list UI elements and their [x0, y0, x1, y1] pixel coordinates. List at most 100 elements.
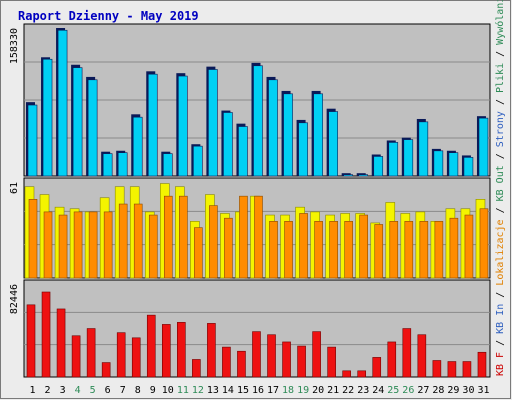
- x-tick-label: 25: [387, 385, 399, 396]
- bottom-series-1-bar: [417, 334, 427, 378]
- middle-series-2-bar: [359, 214, 369, 279]
- legend-part: /: [495, 286, 506, 304]
- bottom-series-1-bar: [207, 323, 216, 378]
- bottom-series-1-bar: [402, 328, 412, 378]
- middle-series-2-bar: [224, 217, 233, 279]
- legend-part: Pliki: [495, 63, 506, 93]
- x-tick-label: 2: [45, 385, 51, 396]
- right-legend: KB F / KB In / Lokalizacje / KB Out / St…: [494, 0, 506, 376]
- x-tick-label: 18: [282, 385, 294, 396]
- middle-series-2-bar: [179, 195, 188, 279]
- bottom-series-1-bar: [267, 334, 276, 378]
- middle-series-2-bar: [28, 199, 38, 279]
- bottom-series-1-bar: [101, 362, 111, 378]
- panel-top: 158330: [9, 23, 491, 177]
- x-tick-label: 28: [432, 385, 444, 396]
- x-tick-label: 27: [417, 385, 429, 396]
- top-series-2-bar: [463, 157, 474, 177]
- bottom-series-1-bar: [312, 331, 321, 378]
- x-tick-label: 30: [462, 385, 474, 396]
- x-tick-label: 10: [162, 385, 174, 396]
- bottom-series-1-bar: [387, 341, 397, 378]
- panel-middle-max-label: 61: [9, 182, 20, 194]
- top-series-2-bar: [178, 75, 188, 177]
- middle-series-2-bar: [299, 213, 308, 279]
- top-series-2-bar: [433, 150, 444, 177]
- x-tick-label: 7: [120, 385, 126, 396]
- chart-title: Raport Dzienny - May 2019: [18, 9, 199, 23]
- bottom-series-1-bar: [116, 332, 126, 378]
- top-series-2-bar: [117, 152, 128, 177]
- middle-series-2-bar: [434, 221, 444, 279]
- middle-series-2-bar: [344, 221, 353, 279]
- x-axis-labels: 1 2 3 4 5 6 7 8 9 10 11 12 13 14 15 16 17 18 19 20 21 22 23 24 2…: [30, 385, 490, 396]
- top-series-2-bar: [343, 174, 353, 177]
- bottom-series-1-bar: [432, 360, 442, 378]
- panel-top-max-label: 158330: [9, 28, 20, 64]
- bottom-series-1-bar: [222, 346, 231, 378]
- x-tick-label: 19: [297, 385, 309, 396]
- bottom-series-1-bar: [56, 308, 66, 378]
- legend-part: KB F: [495, 352, 506, 376]
- middle-series-2-bar: [148, 214, 158, 279]
- bottom-series-1-bar: [177, 322, 186, 378]
- legend-part: Wywólania: [494, 0, 506, 45]
- bottom-series-1-bar: [282, 341, 291, 378]
- middle-series-2-bar: [329, 221, 338, 279]
- middle-series-2-bar: [163, 195, 173, 279]
- top-series-2-bar: [193, 145, 203, 177]
- top-series-2-bar: [132, 116, 143, 177]
- top-series-2-bar: [102, 153, 113, 177]
- panel-bottom: 82446: [9, 279, 491, 378]
- top-series-2-bar: [87, 79, 98, 177]
- top-series-2-bar: [253, 65, 263, 177]
- legend-part: /: [495, 201, 506, 219]
- middle-series-2-bar: [374, 224, 384, 279]
- middle-series-2-bar: [254, 195, 263, 279]
- middle-series-2-bar: [58, 214, 68, 279]
- top-series-2-bar: [448, 152, 459, 177]
- panel-middle: 61: [9, 177, 491, 279]
- bottom-series-1-bar: [131, 337, 141, 378]
- x-tick-label: 12: [192, 385, 204, 396]
- bottom-series-1-bar: [26, 304, 36, 378]
- middle-series-2-bar: [209, 205, 218, 279]
- x-tick-label: 3: [60, 385, 66, 396]
- x-tick-label: 17: [267, 385, 279, 396]
- x-tick-label: 21: [327, 385, 339, 396]
- top-series-2-bar: [162, 153, 173, 177]
- top-series-2-bar: [208, 69, 218, 177]
- x-tick-label: 26: [402, 385, 414, 396]
- x-tick-label: 11: [177, 385, 189, 396]
- top-series-2-bar: [403, 139, 414, 177]
- top-series-2-bar: [373, 156, 384, 177]
- x-tick-label: 20: [312, 385, 324, 396]
- legend-part: Lokalizacje: [495, 219, 506, 285]
- legend-part: KB In: [495, 304, 506, 334]
- top-series-2-bar: [388, 142, 399, 177]
- legend-part: /: [495, 334, 506, 352]
- bottom-series-1-bar: [477, 351, 487, 378]
- x-tick-label: 9: [150, 385, 156, 396]
- middle-series-2-bar: [88, 211, 98, 279]
- middle-series-2-bar: [314, 221, 323, 279]
- bottom-series-1-bar: [297, 345, 306, 378]
- top-series-2-bar: [57, 29, 68, 177]
- bottom-series-1-bar: [252, 331, 261, 378]
- middle-series-2-bar: [43, 211, 53, 279]
- top-series-2-bar: [358, 174, 369, 177]
- x-tick-label: 6: [105, 385, 111, 396]
- bottom-series-1-bar: [462, 361, 472, 378]
- bottom-series-1-bar: [161, 324, 171, 378]
- bottom-series-1-bar: [41, 291, 51, 378]
- middle-series-2-bar: [133, 203, 143, 279]
- middle-series-2-bar: [419, 221, 429, 279]
- top-series-2-bar: [147, 73, 158, 177]
- x-tick-label: 24: [372, 385, 384, 396]
- top-series-2-bar: [223, 112, 233, 177]
- top-series-2-bar: [27, 104, 38, 177]
- top-series-2-bar: [42, 58, 53, 177]
